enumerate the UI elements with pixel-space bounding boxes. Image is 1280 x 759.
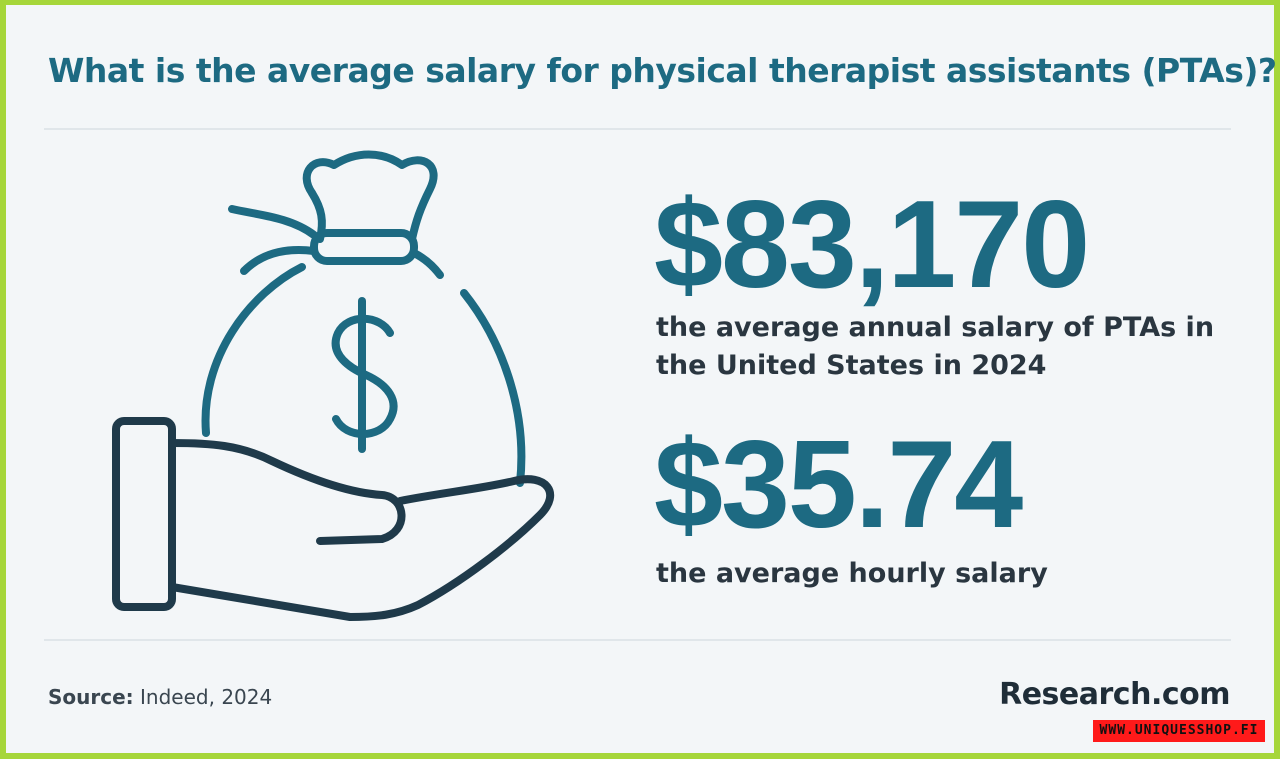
page-title: What is the average salary for physical …: [48, 51, 1277, 90]
hourly-salary-description: the average hourly salary: [656, 558, 1048, 589]
hand-holding-money-bag-icon: [112, 150, 555, 621]
source-label: Source:: [48, 685, 134, 709]
source-text: Indeed, 2024: [133, 685, 273, 709]
annual-salary-value: $83,170: [654, 176, 1090, 314]
brand-logo: Research.com: [999, 677, 1230, 712]
bottom-divider: [44, 639, 1231, 641]
annual-salary-description: the average annual salary of PTAs in the…: [656, 312, 1215, 381]
source-note: Source: Indeed, 2024: [48, 685, 272, 709]
watermark-badge: WWW.UNIQUESSHOP.FI: [1093, 720, 1265, 742]
top-divider: [44, 128, 1231, 130]
infographic-card: What is the average salary for physical …: [6, 5, 1277, 753]
hourly-salary-value: $35.74: [654, 416, 1023, 554]
